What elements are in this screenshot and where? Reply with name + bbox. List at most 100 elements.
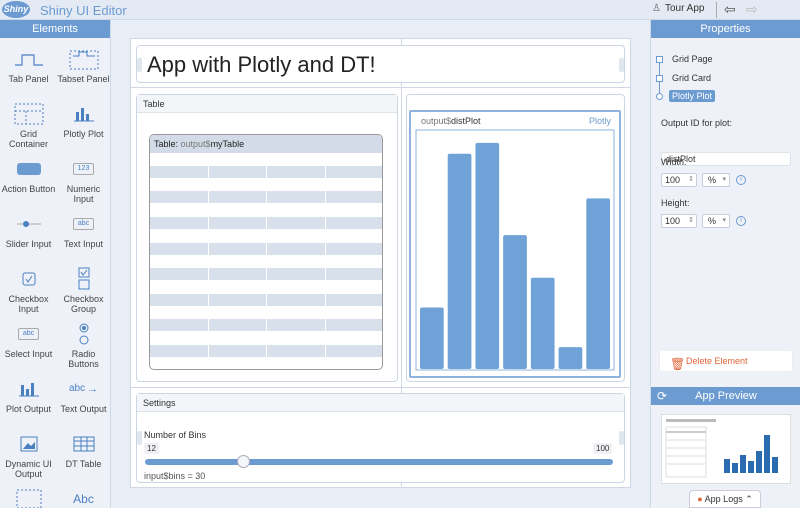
plot-frame — [415, 129, 615, 371]
plotly-plot-output[interactable]: output$distPlot Plotly — [409, 110, 621, 378]
settings-card[interactable]: Settings — [136, 393, 625, 483]
output-id-input[interactable]: distPlot — [661, 152, 791, 166]
tree-item-plotly-plot[interactable]: Plotly Plot — [669, 90, 716, 102]
element-grid-text-card[interactable]: AbcGrid Text Card — [56, 486, 110, 508]
element-checkbox-input[interactable]: Checkbox Input — [1, 266, 56, 314]
info-icon[interactable]: i — [736, 216, 746, 226]
table-column-divider — [208, 153, 209, 369]
grid-divider[interactable] — [130, 87, 631, 88]
element-numeric-input[interactable]: 123 Numeric Input — [56, 156, 110, 204]
table-column-divider — [325, 153, 326, 369]
checkbox-input-icon — [1, 266, 56, 292]
plot-output-icon — [1, 376, 56, 402]
slider-input-icon — [1, 211, 56, 237]
element-text-input[interactable]: abc Text Input — [56, 211, 110, 249]
stepper-icon[interactable]: ⇕ — [688, 217, 694, 224]
width-value-input[interactable]: 100 ⇕ — [661, 173, 697, 187]
element-label: Text Input — [63, 239, 104, 249]
width-label: Width: — [661, 157, 687, 167]
trash-icon: 🗑 — [670, 357, 686, 371]
text-input-icon: abc — [56, 211, 110, 237]
toolbar-divider — [716, 2, 717, 18]
icon-glyph: 123 — [72, 163, 95, 175]
plotly-badge: Plotly — [588, 116, 611, 126]
resize-handle[interactable] — [619, 431, 624, 445]
app-logs-button[interactable]: ● App Logs ⌃ — [689, 490, 761, 508]
app-preview-thumbnail[interactable] — [661, 414, 791, 484]
element-radio-buttons[interactable]: Radio Buttons — [56, 321, 110, 369]
grid-divider[interactable] — [130, 387, 631, 388]
preview-thumbnail-graphic — [665, 419, 778, 478]
height-label: Height: — [661, 198, 690, 208]
app-heading: App with Plotly and DT! — [147, 52, 376, 77]
bins-slider-track[interactable] — [145, 459, 613, 465]
element-slider-input[interactable]: Slider Input — [1, 211, 56, 249]
tabset-panel-icon — [56, 46, 110, 72]
tree-item-grid-card[interactable]: Grid Card — [672, 73, 712, 83]
action-button-icon — [1, 156, 56, 182]
element-text-output[interactable]: abc → Text Output — [56, 376, 110, 415]
shiny-logo: Shiny — [2, 1, 30, 18]
element-label: Checkbox Input — [8, 294, 49, 314]
stepper-icon[interactable]: ⇕ — [688, 176, 694, 183]
tree-node-icon — [656, 75, 663, 82]
element-label: DT Table — [65, 459, 102, 469]
element-plot-output[interactable]: Plot Output — [1, 376, 56, 414]
histogram-bar — [475, 142, 500, 369]
height-value-input[interactable]: 100 ⇕ — [661, 214, 697, 228]
chevron-down-icon: ▾ — [722, 176, 726, 183]
tour-app-button[interactable]: ♙ Tour App — [652, 3, 705, 14]
element-action-button[interactable]: Action Button — [1, 156, 56, 194]
element-dynamic-ui-output[interactable]: Dynamic UI Output — [1, 431, 56, 479]
element-grid-card[interactable]: Grid Card — [1, 486, 56, 508]
resize-handle[interactable] — [137, 58, 142, 72]
refresh-icon[interactable]: ⟳ — [657, 389, 668, 403]
arrow-icon: → — [87, 383, 99, 395]
element-dt-table[interactable]: DT Table — [56, 431, 110, 469]
element-label: Action Button — [1, 184, 56, 194]
resize-handle[interactable] — [619, 58, 624, 72]
element-grid-container[interactable]: Grid Container — [1, 101, 56, 149]
numeric-input-icon: 123 — [56, 156, 110, 182]
undo-arrow-icon: ⇦ — [724, 1, 736, 17]
person-icon: ♙ — [652, 3, 661, 14]
delete-element-button[interactable]: 🗑 Delete Element — [659, 350, 793, 372]
icon-glyph: abc — [17, 328, 40, 340]
title-card[interactable]: App with Plotly and DT! — [136, 45, 625, 83]
redo-arrow-icon: ⇨ — [746, 1, 758, 17]
top-bar: Shiny Shiny UI Editor ♙ Tour App ⇦ ⇨ — [0, 0, 800, 20]
element-checkbox-group[interactable]: Checkbox Group — [56, 266, 110, 314]
settings-card-title: Settings — [137, 394, 624, 412]
histogram-bar — [503, 235, 527, 369]
tree-node-icon — [656, 56, 663, 63]
element-tabset-panel[interactable]: Tabset Panel — [56, 46, 110, 84]
elements-panel-title: Elements — [0, 20, 110, 38]
icon-glyph: abc — [72, 218, 95, 230]
info-icon[interactable]: i — [736, 175, 746, 185]
tab-panel-icon — [1, 46, 56, 72]
histogram-bar — [558, 347, 583, 369]
redo-button[interactable]: ⇨ — [746, 1, 758, 18]
tree-item-grid-page[interactable]: Grid Page — [672, 54, 713, 64]
element-plotly-plot[interactable]: Plotly Plot — [56, 101, 110, 139]
height-unit-select[interactable]: % ▾ — [702, 214, 730, 228]
properties-panel: Properties Grid Page Grid Card Plotly Pl… — [650, 20, 800, 508]
bins-slider-thumb[interactable] — [237, 455, 251, 468]
histogram-bar — [586, 198, 610, 369]
tree-node-icon — [656, 93, 663, 100]
width-unit-select[interactable]: % ▾ — [702, 173, 730, 187]
plotly-plot-icon — [56, 101, 110, 127]
grid-card-icon — [1, 486, 56, 508]
resize-handle[interactable] — [137, 431, 142, 445]
dt-table-output[interactable]: Table: output$myTable — [149, 134, 383, 370]
slider-output-text: input$bins = 30 — [144, 471, 206, 481]
element-label: Slider Input — [5, 239, 52, 249]
element-label: Text Output — [60, 404, 107, 414]
histogram-bar — [447, 153, 472, 369]
histogram-bar — [530, 277, 555, 369]
dynamic-ui-output-icon — [1, 431, 56, 457]
element-tab-panel[interactable]: Tab Panel — [1, 46, 56, 84]
element-select-input[interactable]: abc Select Input — [1, 321, 56, 359]
grid-divider[interactable] — [401, 38, 402, 488]
undo-button[interactable]: ⇦ — [724, 1, 736, 18]
